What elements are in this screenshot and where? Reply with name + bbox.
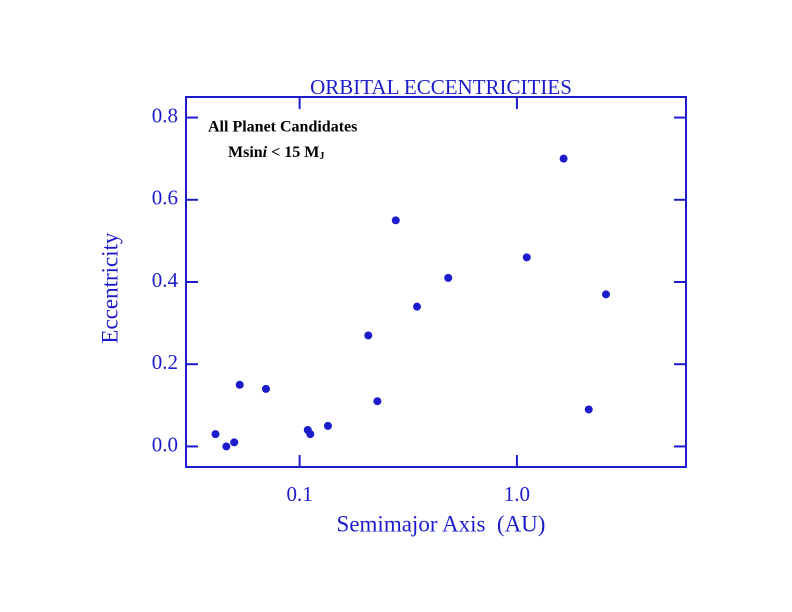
x-axis-label: Semimajor Axis (AU) — [337, 511, 546, 536]
x-tick-label: 1.0 — [504, 482, 530, 506]
point — [323, 421, 332, 430]
chart-title: ORBITAL ECCENTRICITIES — [310, 75, 572, 99]
point — [230, 438, 239, 447]
annotation: Msini < 15 MJ — [208, 144, 336, 165]
point — [261, 384, 270, 393]
y-tick-label: 0.4 — [152, 268, 179, 292]
point — [559, 154, 568, 163]
point — [601, 290, 610, 299]
point — [413, 302, 422, 311]
annotation-part: < 15 M — [267, 144, 319, 161]
point — [391, 216, 400, 225]
point — [584, 405, 593, 414]
point — [211, 430, 220, 439]
annotation-part: Msin — [228, 144, 263, 161]
point — [306, 430, 315, 439]
point — [373, 397, 382, 406]
annotation-part: i — [263, 144, 268, 161]
point — [364, 331, 373, 340]
y-tick-label: 0.2 — [152, 350, 178, 374]
y-tick-label: 0.6 — [152, 186, 178, 210]
point — [222, 442, 231, 451]
y-axis-label: Eccentricity — [97, 232, 122, 344]
point — [522, 253, 531, 262]
annotation-part: J — [319, 151, 324, 162]
x-tick-label: 0.1 — [286, 482, 312, 506]
point — [444, 273, 453, 282]
y-tick-label: 0.0 — [152, 432, 178, 456]
annotation: All Planet Candidates — [208, 119, 357, 136]
y-tick-label: 0.8 — [152, 103, 178, 127]
point — [235, 380, 244, 389]
